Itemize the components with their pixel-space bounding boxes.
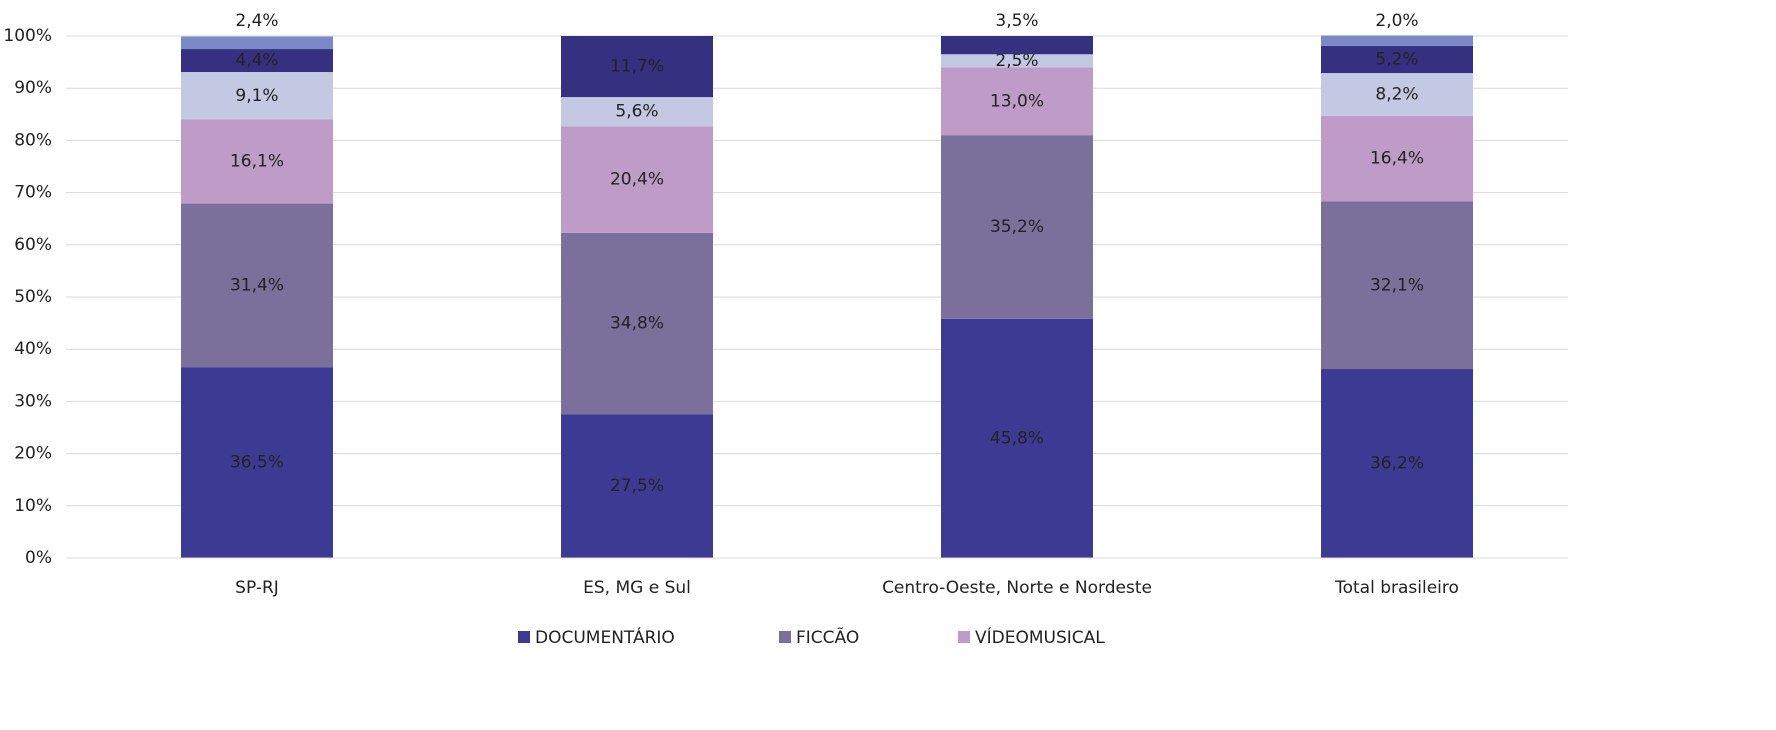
y-tick-label: 80% [14,130,52,150]
bar-segment [1321,369,1473,558]
legend-swatch [779,631,791,643]
data-label: 32,1% [1370,275,1424,295]
data-label: 2,5% [995,51,1038,71]
data-label: 5,2% [1375,49,1418,69]
bar-segment [941,36,1093,55]
x-tick-label: ES, MG e Sul [583,578,691,598]
bar-segment [561,232,713,415]
x-tick-label: SP-RJ [235,578,279,598]
x-tick-label: Centro-Oeste, Norte e Nordeste [882,578,1152,598]
bar-segment [561,97,713,127]
bar-segment [941,318,1093,558]
legend-label: DOCUMENTÁRIO [535,626,675,648]
bar-segment [561,414,713,558]
data-label: 4,4% [235,51,278,71]
bar-segment [1321,73,1473,116]
legend-label: VÍDEOMUSICAL [975,626,1105,648]
y-tick-label: 40% [14,339,52,359]
bar-segment [1321,115,1473,202]
data-label: 36,5% [230,453,284,473]
data-label: 3,5% [995,11,1038,31]
bar-segment [941,67,1093,136]
bar-segment [181,119,333,204]
bar-segment [1321,35,1473,46]
legend-swatch [518,631,530,643]
legend-swatch [958,631,970,643]
bar-segment [941,54,1093,68]
bar-segment [941,135,1093,319]
data-label: 5,6% [615,102,658,122]
y-tick-label: 100% [3,26,52,46]
data-label: 27,5% [610,476,664,496]
bar-segment [181,203,333,368]
data-label: 11,7% [610,57,664,77]
x-tick-label: Total brasileiro [1334,578,1459,598]
data-label: 9,1% [235,86,278,106]
data-label: 34,8% [610,314,664,334]
data-label: 36,2% [1370,454,1424,474]
data-label: 2,0% [1375,11,1418,31]
y-tick-label: 0% [25,548,52,568]
data-label: 45,8% [990,428,1044,448]
data-label: 16,1% [230,152,284,172]
y-tick-label: 70% [14,183,52,203]
bar-segment [1321,201,1473,370]
bar-segment [181,36,333,50]
data-label: 2,4% [235,11,278,31]
bar-segment [181,49,333,73]
bar-segment [181,367,333,558]
y-tick-label: 30% [14,391,52,411]
data-label: 31,4% [230,276,284,296]
y-tick-label: 50% [14,287,52,307]
data-label: 20,4% [610,170,664,190]
bar-segment [561,36,713,98]
legend-label: FICCÃO [796,626,859,648]
bar-segment [561,126,713,233]
y-tick-label: 60% [14,235,52,255]
y-tick-label: 20% [14,444,52,464]
data-label: 16,4% [1370,149,1424,169]
y-tick-label: 10% [14,496,52,516]
bar-segment [181,72,333,120]
data-label: 8,2% [1375,84,1418,104]
data-label: 13,0% [990,91,1044,111]
y-tick-label: 90% [14,78,52,98]
data-label: 35,2% [990,217,1044,237]
bar-segment [1321,45,1473,74]
